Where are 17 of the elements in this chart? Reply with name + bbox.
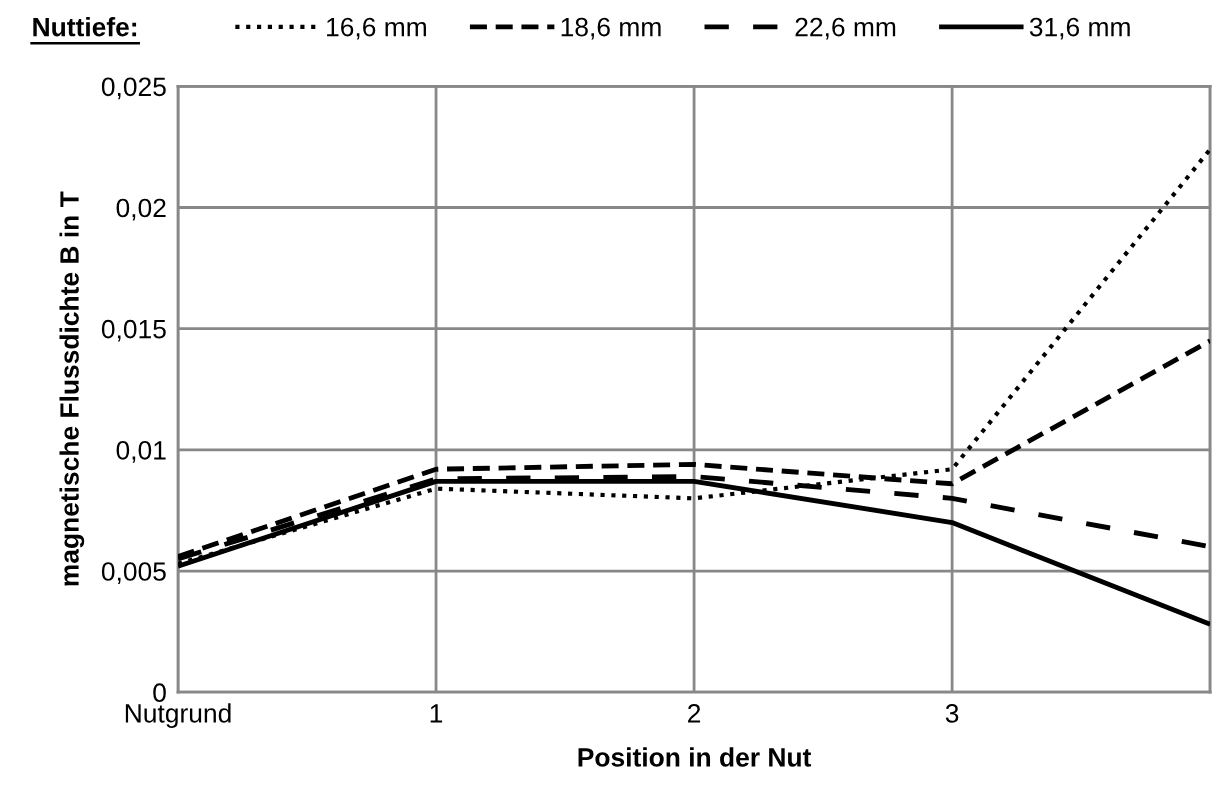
x-tick-label: 1 bbox=[430, 704, 443, 723]
legend-label: 18,6 mm bbox=[561, 17, 661, 40]
x-axis-title: Position in der Nut bbox=[578, 747, 812, 767]
legend-label: 31,6 mm bbox=[1029, 17, 1130, 40]
y-tick-label: 0,005 bbox=[101, 562, 166, 584]
legend-label: 22,6 mm bbox=[795, 17, 896, 40]
y-tick-label: 0 bbox=[153, 683, 166, 703]
y-tick-label: 0,025 bbox=[101, 77, 166, 100]
x-tick-label: Nutgrund bbox=[125, 703, 231, 728]
x-tick-label: 2 bbox=[688, 704, 701, 723]
legend-label: 16,6 mm bbox=[327, 17, 426, 40]
y-tick-label: 0,015 bbox=[101, 319, 166, 342]
legend-title: Nuttiefe: bbox=[33, 17, 137, 37]
y-tick-label: 0,02 bbox=[116, 198, 166, 221]
y-axis-title: magnetische Flussdichte B in T bbox=[59, 191, 85, 586]
y-tick-label: 0,01 bbox=[116, 440, 166, 463]
x-tick-label: 3 bbox=[945, 704, 959, 723]
